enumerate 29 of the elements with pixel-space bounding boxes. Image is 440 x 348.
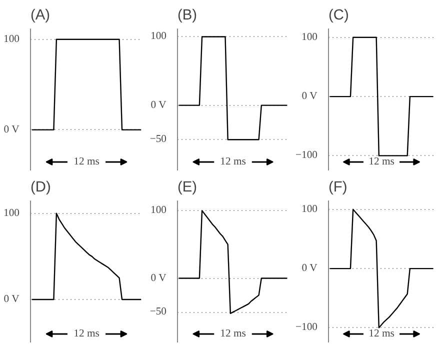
chart-title: (A) [30,8,50,24]
line-series [329,208,434,328]
annotation: 12 ms [220,156,246,168]
y-tick-label: 100 [302,32,318,43]
y-tick-label: −100 [296,150,318,162]
chart-title: (B) [178,8,198,24]
y-tick-label: 0 V [150,272,167,284]
y-tick-label: 0 V [4,124,20,136]
y-tick-label: −50 [150,306,167,318]
chart-title: (D) [30,180,51,196]
chart-title: (F) [328,180,348,196]
y-tick-label: 100 [302,204,318,215]
annotation: 12 ms [220,328,246,340]
y-tick-label: 0 V [4,294,20,305]
y-tick-label: −50 [150,134,167,146]
y-tick-label: 100 [4,34,20,45]
y-tick-label: 0 V [150,100,167,111]
y-tick-label: −100 [296,322,318,334]
y-tick-label: 100 [150,205,166,216]
chart-title: (C) [328,8,349,24]
chart-title: (E) [178,180,198,196]
annotation: 12 ms [74,328,100,340]
annotation: 12 ms [368,328,394,340]
y-tick-label: 100 [150,31,166,42]
annotation: 12 ms [368,156,394,168]
annotation: 12 ms [74,156,100,168]
y-tick-label: 0 V [302,263,318,274]
y-tick-label: 100 [4,208,20,219]
y-tick-label: 0 V [302,91,318,102]
